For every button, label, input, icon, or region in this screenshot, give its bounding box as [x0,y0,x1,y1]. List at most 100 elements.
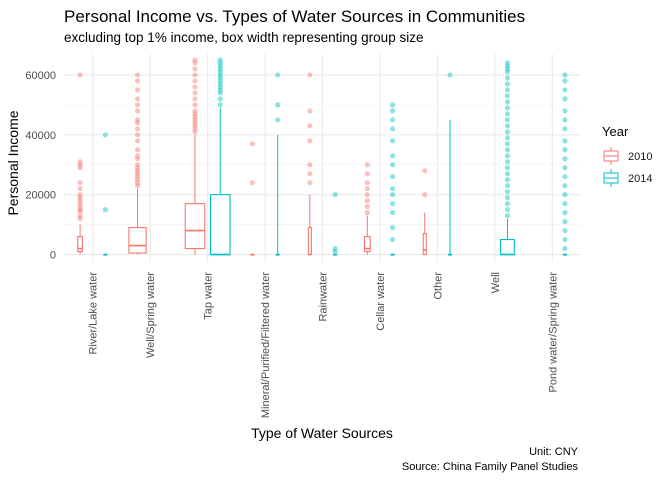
outlier-point [307,162,313,168]
outlier-point [504,147,511,153]
outlier-point [134,120,141,126]
outlier-point [364,180,370,186]
box-plot [275,72,281,256]
outlier-point [134,165,141,171]
outlier-point [504,69,511,75]
outlier-point [217,72,223,78]
chart-title: Personal Income vs. Types of Water Sourc… [64,7,525,26]
outlier-point [134,96,141,102]
outlier-point [192,117,198,123]
outlier-point [217,78,223,84]
outlier-point [307,123,313,129]
outlier-point [249,141,256,147]
outlier-point [77,159,83,165]
outlier-point [134,177,141,183]
outlier-point [364,198,370,204]
legend-title: Year [602,124,629,139]
box-plot [307,72,313,256]
outlier-point [504,165,511,171]
legend: Year 2010 2014 [602,124,652,187]
outlier-point [307,138,313,144]
outlier-point [77,207,83,213]
outlier-point [307,72,313,78]
outlier-point [562,138,568,144]
chart-subtitle: excluding top 1% income, box width repre… [64,30,423,45]
outlier-point [217,63,223,69]
box-plot [422,168,428,256]
outlier-point [77,198,83,204]
outlier-point [504,81,511,87]
legend-key-2010: 2010 [603,147,652,165]
box-plot [363,162,371,255]
outlier-point [389,186,396,192]
box-plot [77,72,83,255]
legend-label: 2010 [628,151,652,163]
outlier-point [275,72,281,78]
outlier-point [192,84,198,90]
outlier-point [562,147,568,153]
outlier-point [192,96,198,102]
outlier-point [389,138,396,144]
outlier-point [562,108,568,114]
outlier-point [504,213,511,219]
outlier-point [562,183,568,189]
outlier-point [134,156,141,162]
x-tick-label: Tap water [203,272,215,320]
x-tick-label: Mineral/Purified/Filtered water [260,272,272,418]
outlier-point [504,60,511,66]
outlier-point [504,177,511,183]
outlier-point [134,126,141,132]
outlier-point [77,192,83,198]
outlier-point [562,201,568,207]
outlier-point [562,210,568,216]
outlier-point [504,99,511,105]
outlier-point [77,186,83,192]
x-tick-label: Well/Spring water [145,272,157,358]
outlier-point [217,102,223,108]
outlier-point [192,126,198,132]
outlier-point [192,60,198,66]
outlier-point [562,87,568,93]
outlier-point [217,60,223,66]
outlier-point [192,114,198,120]
outlier-point [77,216,83,222]
outlier-point [364,186,370,192]
outlier-point [192,129,198,135]
outlier-point [134,153,141,159]
outlier-point [192,72,198,78]
box [307,227,312,256]
legend-keys: 2010 2014 [603,147,652,187]
outlier-point [332,248,338,255]
outlier-point [364,192,370,198]
outlier-point [134,147,141,153]
outlier-point [504,87,511,93]
box [500,239,515,256]
box-plot [209,57,231,256]
outlier-point [504,129,511,135]
y-axis-tick-labels: 0 20000 40000 60000 [25,70,56,262]
outlier-point [504,183,511,189]
legend-key-2014: 2014 [603,169,652,187]
box [209,194,231,256]
outlier-point [307,171,313,177]
outlier-point [77,201,83,207]
outlier-point [275,102,281,108]
outlier-point [77,165,83,171]
outlier-point [134,183,141,189]
outlier-point [504,63,511,69]
box-plot [389,102,396,256]
outlier-point [307,180,313,186]
outlier-point [562,156,568,162]
outlier-point [562,245,568,252]
box [184,203,206,250]
outlier-point [217,57,223,63]
outlier-point [217,69,223,75]
outlier-point [134,174,141,180]
caption-unit: Unit: CNY [529,446,579,458]
outlier-point [102,207,108,213]
outlier-point [332,245,338,252]
caption-source: Source: China Family Panel Studies [402,461,579,473]
box-plot [447,72,453,256]
outlier-point [364,171,370,177]
box-plot [102,132,108,256]
